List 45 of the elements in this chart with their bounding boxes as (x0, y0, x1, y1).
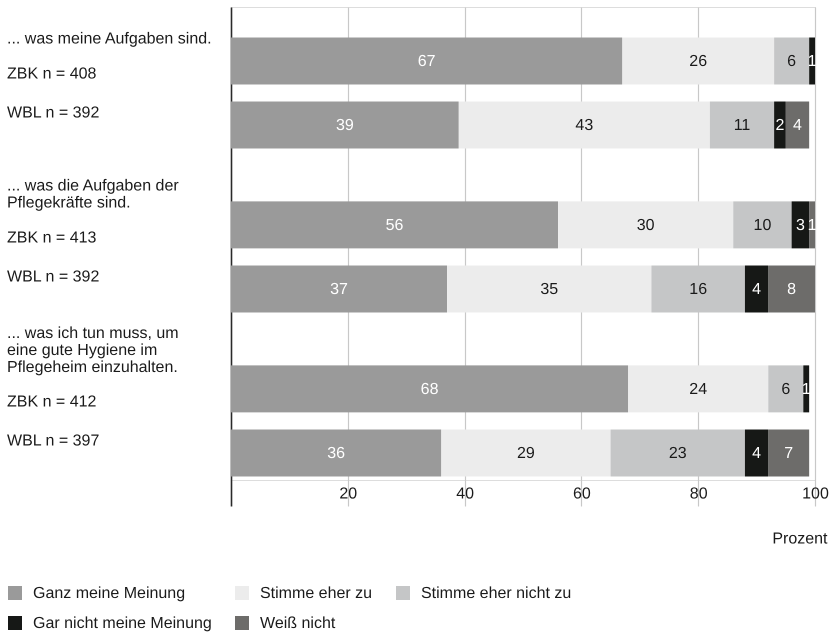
data-label: 8 (787, 281, 796, 298)
data-label: 6 (781, 380, 790, 398)
data-label: 11 (734, 117, 750, 134)
data-label: 35 (540, 281, 558, 298)
data-label: 10 (754, 216, 772, 234)
x-tick-label: 20 (339, 486, 358, 502)
text: ... was ich tun muss, um eine gute Hygiene im Pflegeheim einzuhalten. (7, 324, 179, 376)
x-tick-label: 60 (573, 486, 591, 502)
legend-label: Weiß nicht (260, 615, 336, 632)
text: ... was die Aufgaben der Pflegekräfte sind. (7, 178, 180, 212)
legend-label: Stimme eher zu (260, 585, 372, 602)
y-tick-label: ZBK n = 413 (7, 230, 96, 247)
data-label: 29 (517, 444, 535, 462)
x-tick-label: 80 (690, 486, 708, 502)
legend-label: Gar nicht meine Meinung (33, 615, 212, 632)
data-label: 6 (787, 52, 796, 70)
data-label: 4 (752, 281, 762, 298)
y-tick-label: ZBK n = 412 (7, 394, 96, 411)
legend-label: Stimme eher nicht zu (421, 585, 572, 602)
x-tick-label: 40 (456, 486, 474, 502)
data-label: 36 (327, 444, 346, 462)
data-label: 37 (330, 281, 348, 298)
data-label: 16 (689, 281, 708, 298)
data-label: 4 (793, 117, 802, 134)
data-label: 56 (386, 216, 404, 234)
data-label: 7 (784, 444, 794, 462)
y-tick-label: WBL n = 392 (7, 268, 100, 286)
data-label: 39 (336, 117, 354, 134)
data-label: 23 (668, 444, 687, 462)
x-axis-title: Prozent (772, 530, 828, 548)
x-tick-label: 100 (802, 486, 829, 502)
y-tick-label: WBL n = 397 (7, 432, 100, 450)
legend-label: Ganz meine Meinung (33, 585, 186, 602)
data-label: 2 (776, 117, 785, 134)
data-label: 67 (418, 52, 436, 70)
data-label: 26 (689, 52, 708, 70)
data-label: 68 (420, 380, 439, 398)
data-label: 4 (752, 444, 762, 462)
y-tick-label: WBL n = 392 (7, 104, 100, 122)
data-label: 43 (575, 117, 594, 134)
data-label: 24 (689, 380, 708, 398)
text: ... was meine Aufgaben sind. (7, 30, 212, 48)
y-tick-label: ZBK n = 408 (7, 66, 96, 83)
data-label: 30 (636, 216, 655, 234)
data-label: 3 (796, 216, 805, 234)
